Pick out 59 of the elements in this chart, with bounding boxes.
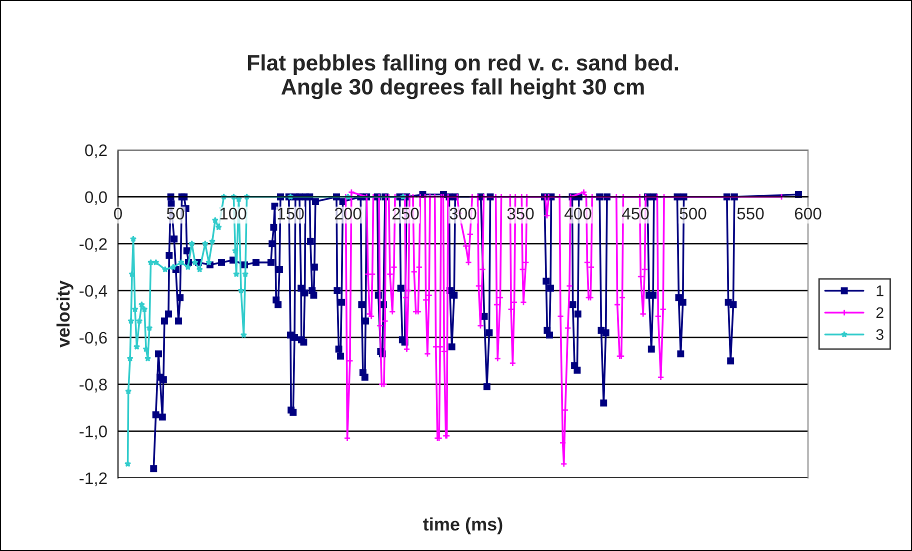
x-tick-label: 600: [794, 208, 822, 220]
y-tick-label: -0,2: [80, 238, 107, 252]
y-tick-label: 0,0: [85, 191, 107, 206]
point: [128, 318, 134, 324]
point: [212, 216, 219, 224]
point: [146, 324, 153, 331]
x-tick-label: 500: [680, 208, 706, 220]
point: [130, 236, 137, 242]
point: [208, 238, 216, 244]
point: [170, 264, 177, 270]
legend-label: 2: [876, 307, 884, 318]
point: [144, 355, 152, 362]
point: [240, 332, 248, 338]
x-tick-label: 550: [737, 208, 764, 220]
x-tick-label: 300: [450, 208, 476, 220]
x-tick-label: 250: [392, 208, 419, 220]
legend-label: 1: [876, 286, 884, 296]
point: [125, 388, 132, 394]
point: [188, 240, 196, 247]
y-axis-title: velocity: [56, 280, 74, 348]
x-tick-label: 150: [278, 208, 304, 220]
y-tick-label: 0,2: [85, 144, 107, 158]
point: [142, 346, 150, 352]
x-tick-label: 450: [622, 208, 649, 220]
point: [196, 266, 203, 272]
point: [124, 460, 132, 467]
point: [136, 318, 143, 324]
y-tick-label: -0,6: [80, 332, 107, 346]
x-axis-title: time (ms): [423, 517, 502, 534]
point: [232, 247, 239, 254]
point: [242, 270, 249, 278]
x-tick-label: 200: [334, 208, 362, 220]
y-tick-label: -0,8: [80, 378, 107, 392]
y-tick-label: -0,4: [80, 284, 108, 299]
point: [133, 343, 140, 350]
point: [215, 224, 222, 230]
point: [152, 258, 160, 266]
point: [233, 270, 240, 278]
x-tick-label: 350: [507, 208, 534, 220]
point: [238, 287, 244, 294]
x-tick-label: 0: [114, 208, 122, 220]
point: [132, 306, 138, 312]
point: [141, 306, 148, 312]
point: [178, 258, 185, 266]
y-tick-label: -1,2: [80, 472, 107, 486]
x-tick-label: 100: [220, 208, 246, 220]
point: [202, 240, 209, 247]
y-tick-label: -1,0: [80, 426, 107, 440]
x-tick-label: 400: [564, 208, 592, 220]
point: [162, 266, 168, 272]
chart-title: Flat pebbles falling on red v. c. sand bed. Angle 30 degrees fall height 30 cm: [248, 54, 678, 100]
point: [126, 355, 134, 362]
legend-label: 3: [876, 329, 884, 340]
point: [138, 301, 146, 308]
point: [235, 196, 242, 202]
x-tick-label: 50: [166, 208, 184, 220]
point: [184, 264, 192, 270]
point: [192, 258, 198, 266]
point: [128, 270, 136, 278]
